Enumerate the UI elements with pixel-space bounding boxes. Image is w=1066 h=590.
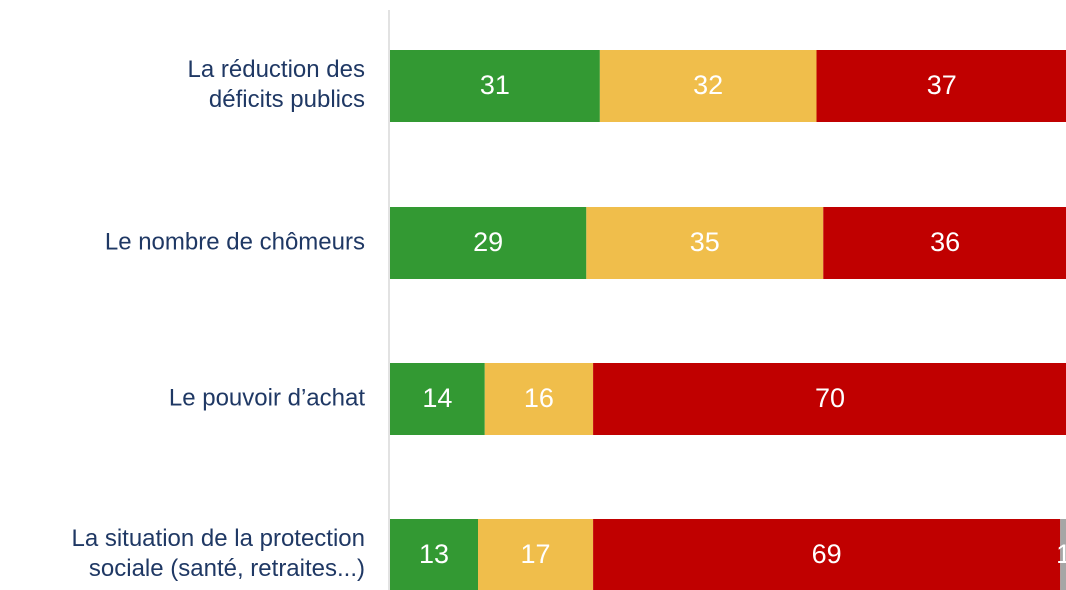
value-label: 16 [524,383,554,413]
bar-segment [816,50,1066,122]
category-label: La situation de la protection sociale (sa… [71,525,365,582]
value-label: 69 [812,539,842,569]
bar-segment [390,363,485,435]
value-label: 14 [422,383,452,413]
value-label: 35 [690,227,720,257]
category-label: Le nombre de chômeurs [105,228,365,255]
bar-segment [390,519,479,590]
value-label: 29 [473,227,503,257]
bar-segment [823,207,1066,279]
bar-segment [390,50,600,122]
bar-segment [1060,519,1066,590]
value-label: 1 [1056,539,1066,569]
value-label: 36 [930,227,960,257]
category-label: La réduction des déficits publics [188,56,365,113]
bar-segment [390,207,587,279]
value-label: 17 [521,539,551,569]
category-label: Le pouvoir d’achat [169,384,365,411]
bar-segment [484,363,594,435]
bar-segment [599,50,817,122]
bar-segment [593,519,1061,590]
value-label: 32 [693,70,723,100]
value-label: 31 [480,70,510,100]
value-label: 70 [815,383,845,413]
bar-segment [593,363,1066,435]
bar-segment [586,207,824,279]
value-label: 37 [927,70,957,100]
value-label: 13 [419,539,449,569]
bar-segment [478,519,594,590]
